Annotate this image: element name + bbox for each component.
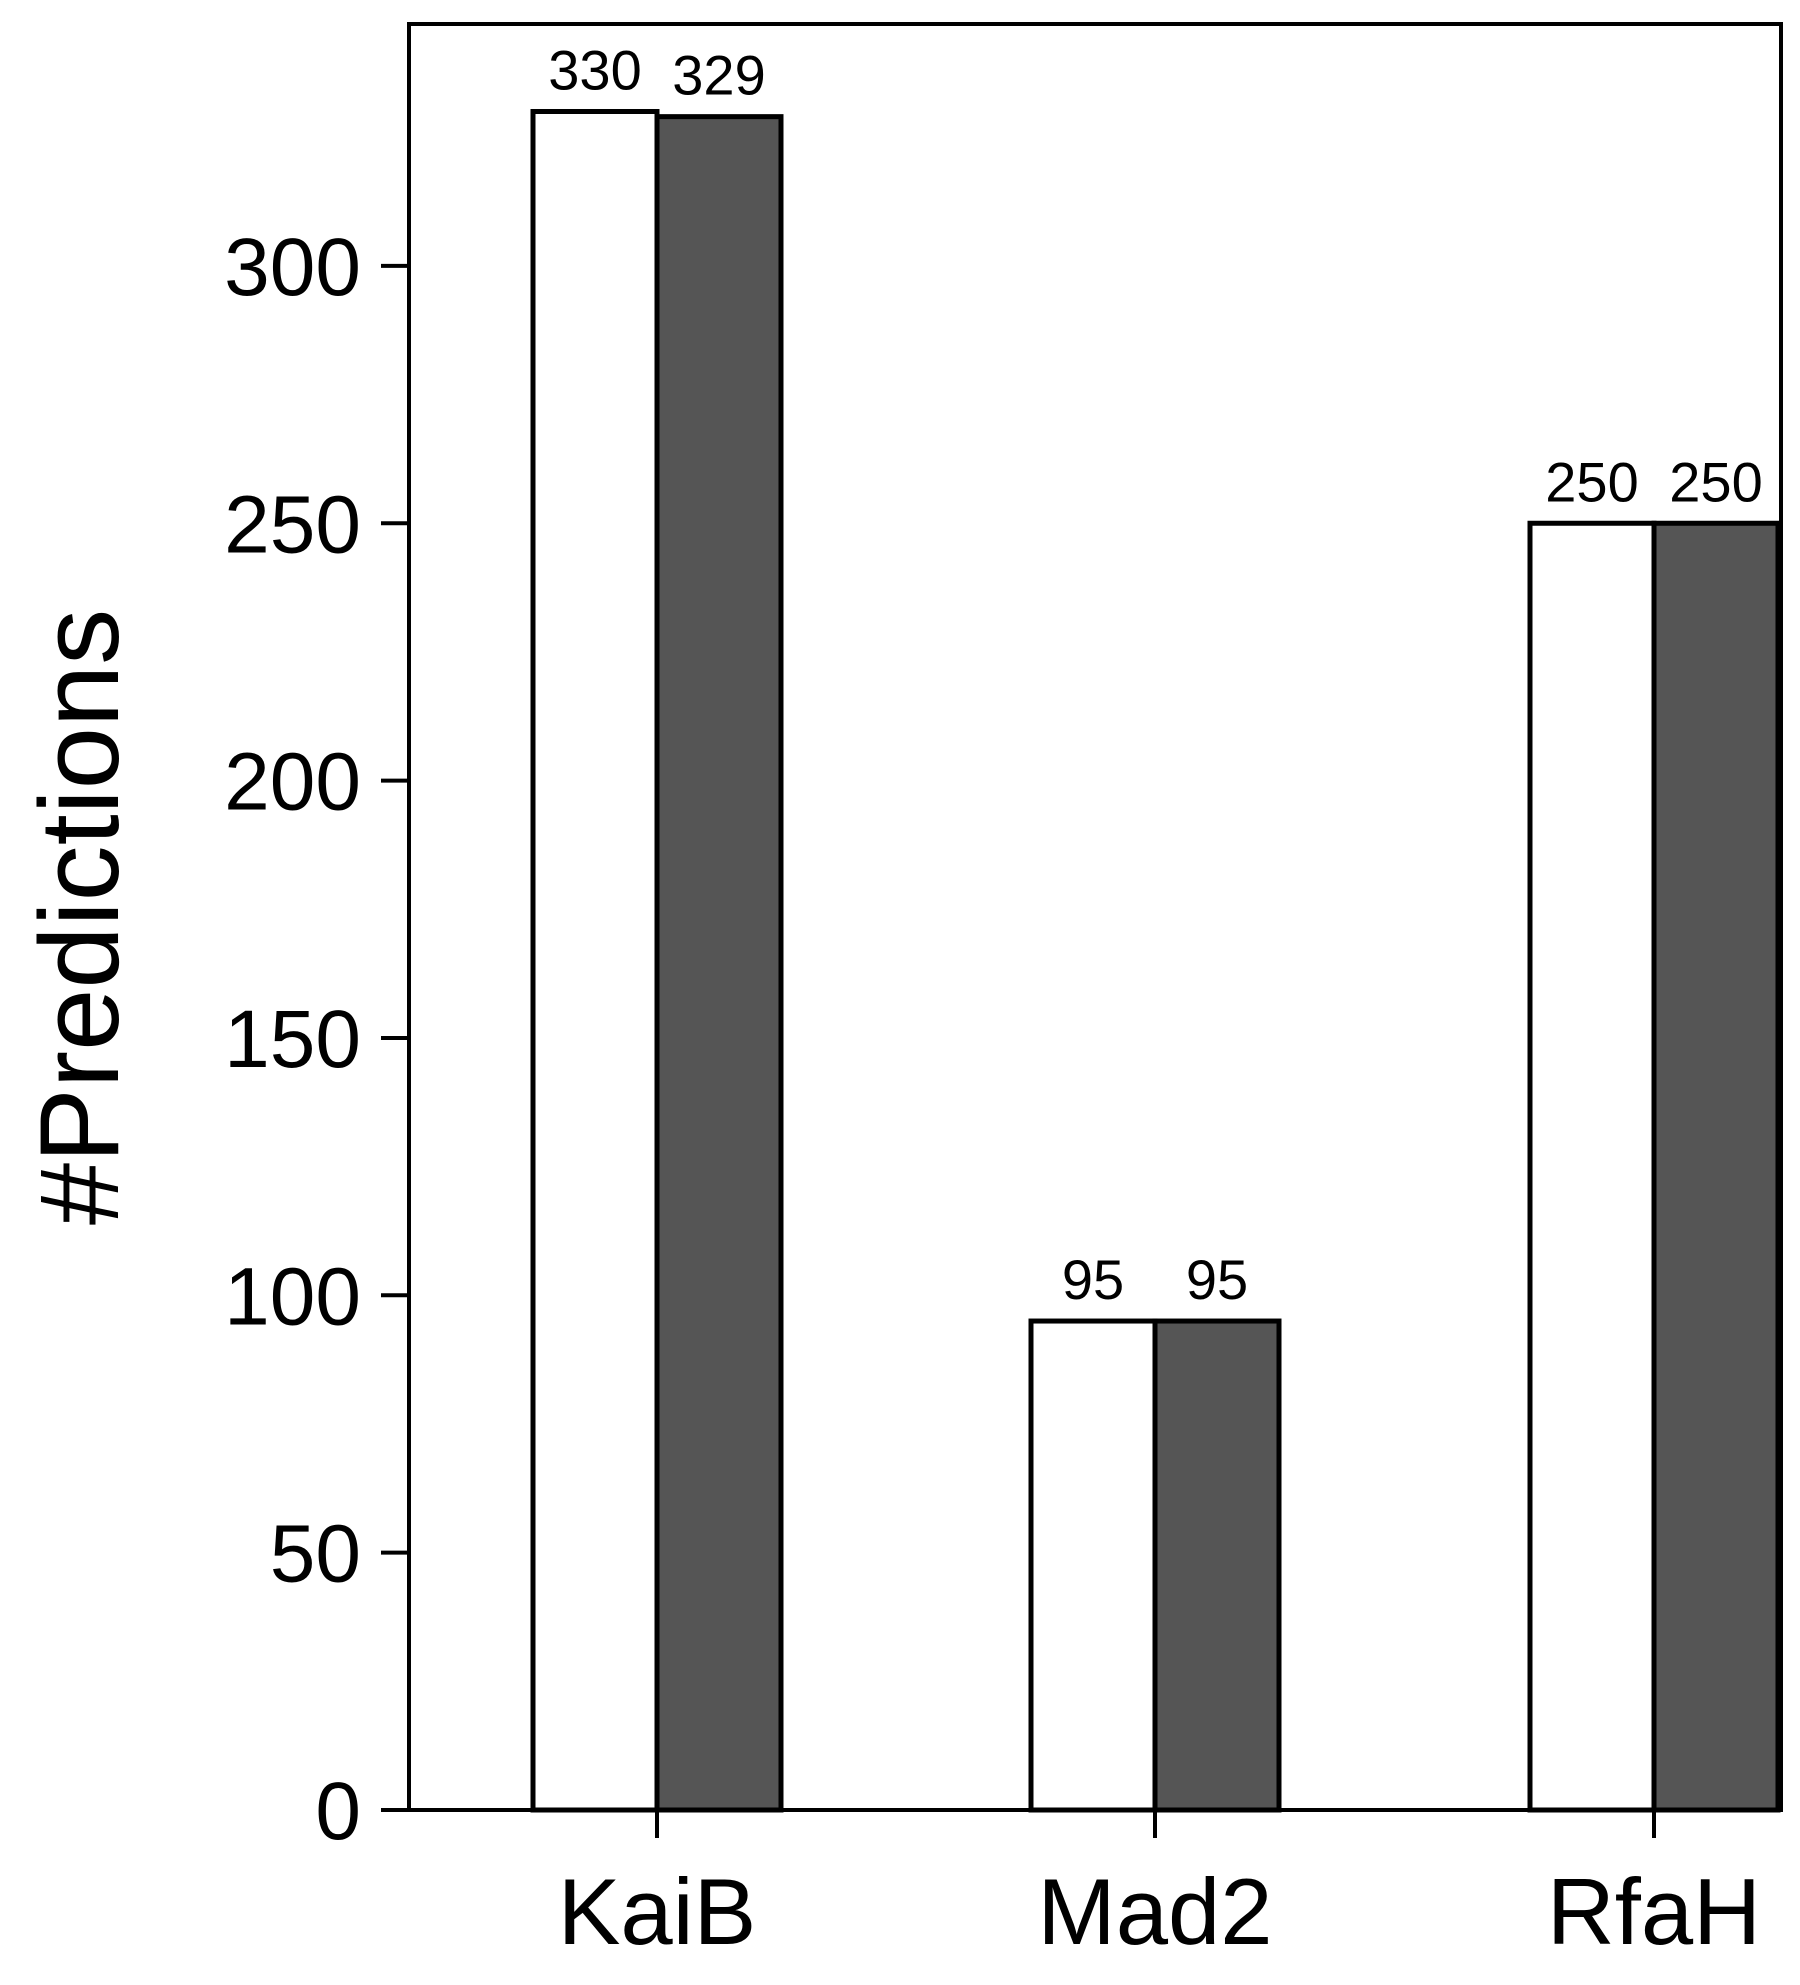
y-tick-label-50: 50 <box>270 1509 361 1600</box>
plot-frame <box>407 22 1783 1812</box>
y-tick-label-150: 150 <box>224 994 361 1085</box>
bar-kaib-series-1 <box>530 108 660 1813</box>
y-tick-label-100: 100 <box>224 1251 361 1342</box>
y-tick-label-300: 300 <box>224 222 361 313</box>
bars-layer <box>530 108 1781 1813</box>
x-tick-label-mad2: Mad2 <box>1037 1859 1272 1964</box>
data-labels-layer: 330 329 95 95 250 250 <box>548 38 1762 1311</box>
y-axis: 0 50 100 150 200 250 300 <box>224 222 409 1857</box>
y-tick-label-200: 200 <box>224 737 361 828</box>
y-tick-label-0: 0 <box>315 1766 361 1857</box>
x-tick-label-kaib: KaiB <box>558 1859 757 1964</box>
data-label-kaib-series-2: 329 <box>672 44 765 107</box>
x-tick-label-rfah: RfaH <box>1547 1859 1761 1964</box>
bar-mad2-series-2 <box>1152 1318 1282 1813</box>
data-label-rfah-series-2: 250 <box>1669 450 1762 513</box>
data-label-kaib-series-1: 330 <box>548 38 641 101</box>
bar-rfah-series-1 <box>1527 520 1657 1813</box>
bar-mad2-series-1 <box>1028 1318 1158 1813</box>
bar-rfah-series-2 <box>1651 520 1781 1813</box>
data-label-mad2-series-2: 95 <box>1186 1248 1248 1311</box>
data-label-rfah-series-1: 250 <box>1545 450 1638 513</box>
data-label-mad2-series-1: 95 <box>1062 1248 1124 1311</box>
bar-kaib-series-2 <box>654 114 784 1813</box>
x-axis: KaiB Mad2 RfaH <box>558 1810 1761 1964</box>
y-axis-label: #Predictions <box>17 609 142 1225</box>
y-tick-label-250: 250 <box>224 479 361 570</box>
